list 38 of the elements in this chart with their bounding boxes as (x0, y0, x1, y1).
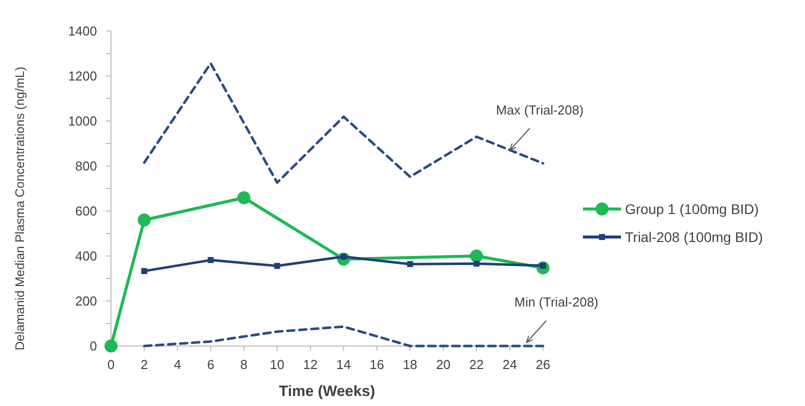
x-tick-label: 16 (370, 357, 384, 372)
line-series (142, 325, 544, 348)
x-tick-label: 14 (336, 357, 351, 372)
x-tick-label: 10 (270, 357, 284, 372)
x-tick-label: 4 (174, 357, 182, 372)
y-tick-label: 200 (75, 294, 97, 309)
y-tick-label: 800 (75, 158, 97, 174)
y-tick-label: 400 (75, 248, 97, 264)
x-tick-label: 22 (469, 357, 484, 372)
y-tick-label: 1000 (68, 114, 97, 129)
x-tick-label: 0 (107, 357, 115, 372)
point (274, 262, 280, 269)
x-tick-label: 12 (303, 357, 318, 372)
y-axis-title: Delamanid Median Plasma Concentrations (ng/mL) (13, 66, 27, 350)
legend-label: Trial-208 (100mg BID) (625, 228, 763, 245)
x-tick-label: 6 (207, 357, 214, 372)
x-tick-label: 18 (402, 357, 418, 372)
y-tick-label: 0 (90, 338, 97, 354)
point (474, 260, 480, 267)
y-tick-label: 600 (75, 204, 97, 219)
point (138, 214, 151, 226)
x-tick-label: 26 (536, 357, 550, 372)
annotation: Max (Trial-208) (496, 102, 584, 118)
y-tick-label: 1200 (68, 68, 97, 84)
point (104, 340, 118, 352)
x-tick-label: 8 (240, 357, 248, 372)
annotation: Min (Trial-208) (514, 294, 598, 310)
y-tick-label: 1400 (68, 24, 97, 39)
point (407, 261, 414, 268)
point (237, 191, 250, 204)
point (141, 268, 148, 274)
x-tick-label: 24 (502, 357, 518, 372)
x-tick-label: 20 (436, 357, 451, 372)
point (470, 250, 484, 262)
x-axis-title: Time (Weeks) (278, 383, 376, 400)
legend-label: Group 1 (100mg BID) (625, 200, 759, 217)
point (208, 257, 214, 264)
x-tick-label: 2 (140, 357, 148, 372)
